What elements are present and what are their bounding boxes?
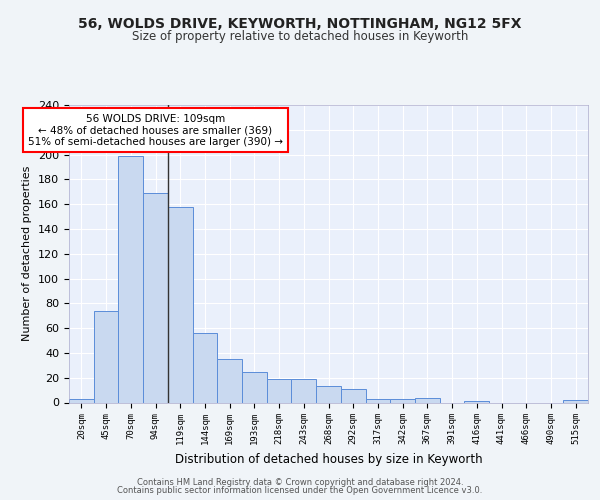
Bar (217, 359, 242, 403)
Y-axis label: Number of detached properties: Number of detached properties (22, 166, 32, 342)
Bar (143, 193, 168, 402)
Bar (415, 398, 440, 402)
Bar (118, 156, 143, 402)
Bar (267, 379, 292, 402)
Bar (292, 379, 316, 402)
Text: Size of property relative to detached houses in Keyworth: Size of property relative to detached ho… (132, 30, 468, 43)
Bar (316, 386, 341, 402)
Text: Contains public sector information licensed under the Open Government Licence v3: Contains public sector information licen… (118, 486, 482, 495)
Bar (242, 372, 267, 402)
Bar (390, 399, 415, 402)
Bar (341, 389, 365, 402)
Bar (94, 311, 118, 402)
Text: 56 WOLDS DRIVE: 109sqm
← 48% of detached houses are smaller (369)
51% of semi-de: 56 WOLDS DRIVE: 109sqm ← 48% of detached… (28, 114, 283, 147)
Bar (563, 400, 588, 402)
Bar (168, 206, 193, 402)
Text: 56, WOLDS DRIVE, KEYWORTH, NOTTINGHAM, NG12 5FX: 56, WOLDS DRIVE, KEYWORTH, NOTTINGHAM, N… (78, 18, 522, 32)
Text: Contains HM Land Registry data © Crown copyright and database right 2024.: Contains HM Land Registry data © Crown c… (137, 478, 463, 487)
Bar (69, 399, 94, 402)
Bar (365, 399, 390, 402)
Bar (193, 333, 217, 402)
X-axis label: Distribution of detached houses by size in Keyworth: Distribution of detached houses by size … (175, 453, 482, 466)
